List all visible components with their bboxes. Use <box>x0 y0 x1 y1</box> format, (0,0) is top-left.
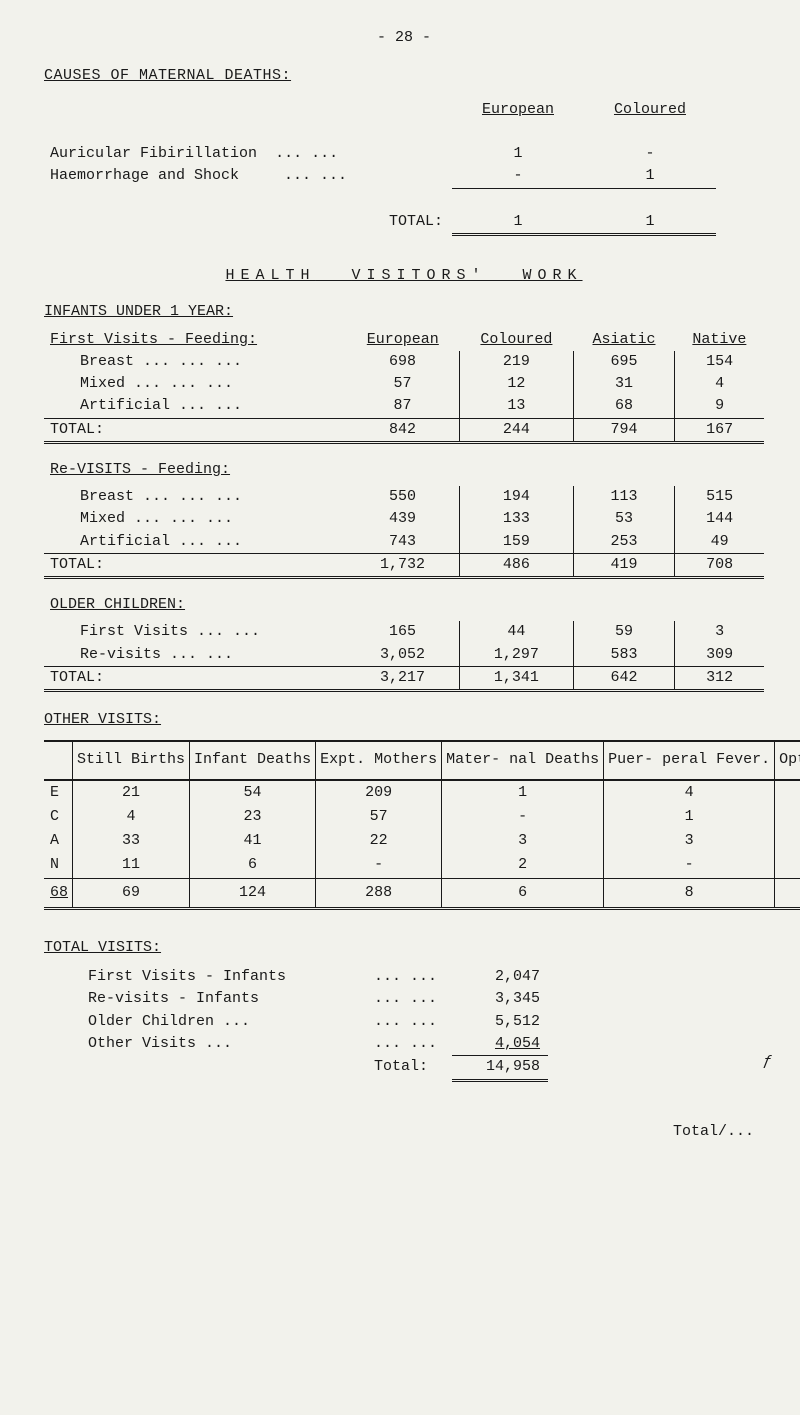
revisits-row: Artificial ... ... 743 159 253 49 <box>44 531 764 554</box>
revisits-row: Breast ... ... ... 550 194 113 515 <box>44 486 764 508</box>
infants-total-row: TOTAL: 842 244 794 167 <box>44 418 764 442</box>
maternal-deaths-title: CAUSES OF MATERNAL DEATHS: <box>44 66 764 86</box>
revisits-row: Mixed ... ... ... 439 133 53 144 <box>44 508 764 530</box>
infants-table: First Visits - Feeding: European Coloure… <box>44 329 764 695</box>
col-european: European <box>452 99 584 121</box>
other-visits-row: E2154209149622,01897 <box>44 780 800 805</box>
older-total-row: TOTAL: 3,217 1,341 642 312 <box>44 666 764 690</box>
maternal-row: Auricular Fibirillation ... ... 1 - <box>44 143 716 165</box>
other-visits-row: C42357-11275112- <box>44 805 800 829</box>
page-number: - 28 - <box>44 28 764 48</box>
health-visitors-heading: HEALTH VISITORS' WORK <box>44 266 764 286</box>
total-visits-row: Other Visits ... ... ... 4,054 <box>80 1033 548 1056</box>
revisits-total-row: TOTAL: 1,732 486 419 708 <box>44 553 764 577</box>
maternal-row: Haemorrhage and Shock ... ... - 1 <box>44 165 716 188</box>
margin-mark: ƒ <box>763 1052 772 1072</box>
continuation-mark: Total/... <box>44 1122 764 1142</box>
infants-row: Artificial ... ... 87 13 68 9 <box>44 395 764 418</box>
total-visits-row: First Visits - Infants ... ... 2,047 <box>80 966 548 988</box>
infants-row: Breast ... ... ... 698 219 695 154 <box>44 351 764 373</box>
total-visits-row: Older Children ... ... ... 5,512 <box>80 1011 548 1033</box>
total-visits-heading: TOTAL VISITS: <box>44 938 764 958</box>
maternal-total-row: TOTAL: 1 1 <box>44 211 716 235</box>
total-visits-row: Re-visits - Infants ... ... 3,345 <box>80 988 548 1010</box>
other-visits-row: N116-2-1-649-- <box>44 853 800 878</box>
page: - 28 - CAUSES OF MATERNAL DEATHS: Europe… <box>0 0 800 1415</box>
older-row: Re-visits ... ... 3,052 1,297 583 309 <box>44 644 764 667</box>
infants-heading: INFANTS UNDER 1 YEAR: <box>44 302 764 322</box>
infants-row: Mixed ... ... ... 57 12 31 4 <box>44 373 764 395</box>
other-visits-heading: OTHER VISITS: <box>44 710 764 730</box>
other-visits-row: A33412233421337-- <box>44 829 800 853</box>
other-visits-table: Still Births Infant Deaths Expt. Mothers… <box>44 740 800 910</box>
older-children-heading: OLDER CHILDREN: <box>44 581 764 621</box>
other-visits-total-row: 68 69 124 288 6 8 15 110 3,515 11 7 <box>44 878 800 908</box>
maternal-table: European Coloured Auricular Fibirillatio… <box>44 99 716 239</box>
total-visits-grand-total: Total: 14,958 <box>80 1056 548 1081</box>
col-coloured: Coloured <box>584 99 716 121</box>
total-visits-table: First Visits - Infants ... ... 2,047 Re-… <box>80 966 548 1082</box>
older-row: First Visits ... ... 165 44 59 3 <box>44 621 764 643</box>
